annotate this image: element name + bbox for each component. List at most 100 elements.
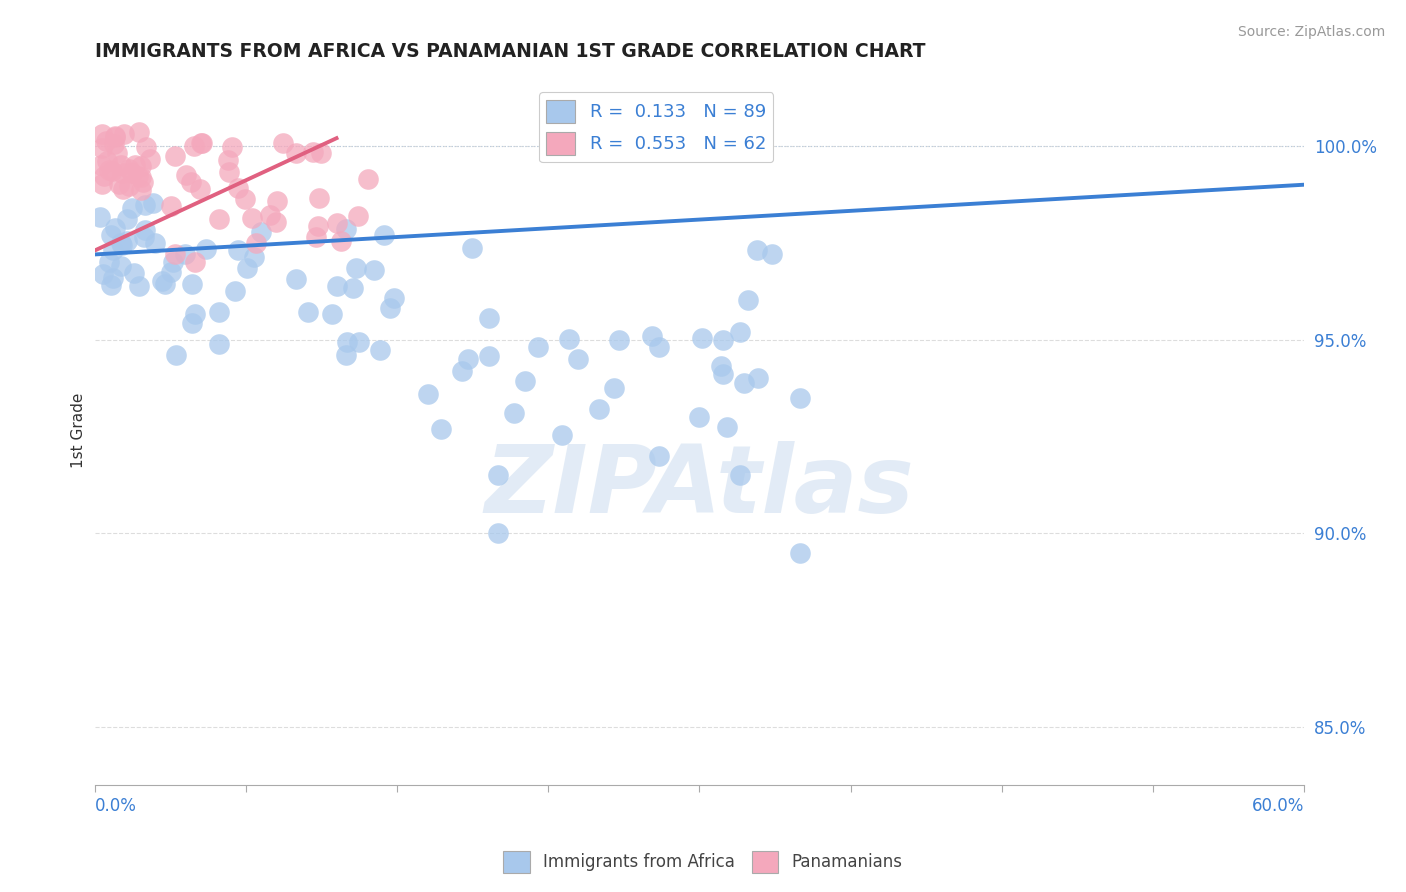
- Point: [150, 274, 173, 288]
- Point: [162, 255, 184, 269]
- Point: [737, 293, 759, 308]
- Point: [128, 125, 150, 139]
- Point: [174, 168, 197, 182]
- Point: [486, 468, 509, 483]
- Point: [111, 166, 134, 180]
- Point: [380, 301, 402, 315]
- Point: [121, 201, 143, 215]
- Point: [134, 198, 156, 212]
- Point: [335, 348, 357, 362]
- Point: [100, 278, 122, 293]
- Point: [180, 316, 202, 330]
- Point: [285, 146, 308, 161]
- Point: [121, 166, 143, 180]
- Point: [347, 334, 370, 349]
- Point: [104, 130, 127, 145]
- Point: [236, 260, 259, 275]
- Point: [297, 304, 319, 318]
- Point: [382, 291, 405, 305]
- Point: [551, 428, 574, 442]
- Point: [326, 279, 349, 293]
- Point: [124, 158, 146, 172]
- Point: [221, 140, 243, 154]
- Point: [184, 308, 207, 322]
- Point: [745, 243, 768, 257]
- Point: [461, 241, 484, 255]
- Point: [284, 271, 307, 285]
- Point: [122, 266, 145, 280]
- Point: [135, 140, 157, 154]
- Point: [688, 410, 710, 425]
- Point: [243, 250, 266, 264]
- Point: [430, 422, 453, 436]
- Point: [132, 175, 155, 189]
- Point: [129, 159, 152, 173]
- Point: [190, 136, 212, 150]
- Point: [259, 208, 281, 222]
- Point: [90, 159, 112, 173]
- Point: [305, 230, 328, 244]
- Point: [142, 196, 165, 211]
- Point: [711, 367, 734, 381]
- Point: [89, 211, 111, 225]
- Point: [188, 182, 211, 196]
- Point: [321, 307, 343, 321]
- Point: [311, 145, 333, 160]
- Point: [217, 153, 239, 167]
- Point: [648, 449, 671, 463]
- Point: [118, 161, 141, 176]
- Point: [607, 333, 630, 347]
- Point: [108, 177, 131, 191]
- Point: [101, 271, 124, 285]
- Text: IMMIGRANTS FROM AFRICA VS PANAMANIAN 1ST GRADE CORRELATION CHART: IMMIGRANTS FROM AFRICA VS PANAMANIAN 1ST…: [94, 42, 925, 61]
- Point: [478, 311, 501, 326]
- Point: [101, 243, 124, 257]
- Point: [96, 135, 118, 149]
- Point: [307, 219, 329, 233]
- Point: [165, 247, 187, 261]
- Point: [416, 386, 439, 401]
- Point: [224, 285, 246, 299]
- Point: [515, 375, 537, 389]
- Point: [451, 364, 474, 378]
- Point: [250, 225, 273, 239]
- Point: [127, 169, 149, 184]
- Point: [478, 349, 501, 363]
- Point: [271, 136, 294, 151]
- Point: [101, 163, 124, 178]
- Point: [110, 259, 132, 273]
- Point: [90, 178, 112, 192]
- Point: [789, 546, 811, 560]
- Point: [195, 242, 218, 256]
- Point: [342, 281, 364, 295]
- Point: [183, 139, 205, 153]
- Point: [129, 169, 152, 184]
- Point: [336, 335, 359, 350]
- Point: [100, 228, 122, 243]
- Point: [91, 127, 114, 141]
- Point: [245, 235, 267, 250]
- Point: [789, 391, 811, 405]
- Point: [96, 154, 118, 169]
- Point: [226, 243, 249, 257]
- Point: [134, 229, 156, 244]
- Point: [716, 419, 738, 434]
- Point: [208, 336, 231, 351]
- Point: [226, 180, 249, 194]
- Point: [174, 247, 197, 261]
- Point: [208, 305, 231, 319]
- Point: [208, 211, 231, 226]
- Point: [233, 193, 256, 207]
- Point: [335, 222, 357, 236]
- Point: [104, 128, 127, 143]
- Point: [457, 352, 479, 367]
- Point: [165, 149, 187, 163]
- Point: [160, 199, 183, 213]
- Point: [648, 341, 671, 355]
- Y-axis label: 1st Grade: 1st Grade: [72, 393, 86, 468]
- Point: [128, 279, 150, 293]
- Point: [344, 260, 367, 275]
- Point: [357, 172, 380, 186]
- Point: [98, 254, 121, 268]
- Text: Source: ZipAtlas.com: Source: ZipAtlas.com: [1237, 25, 1385, 39]
